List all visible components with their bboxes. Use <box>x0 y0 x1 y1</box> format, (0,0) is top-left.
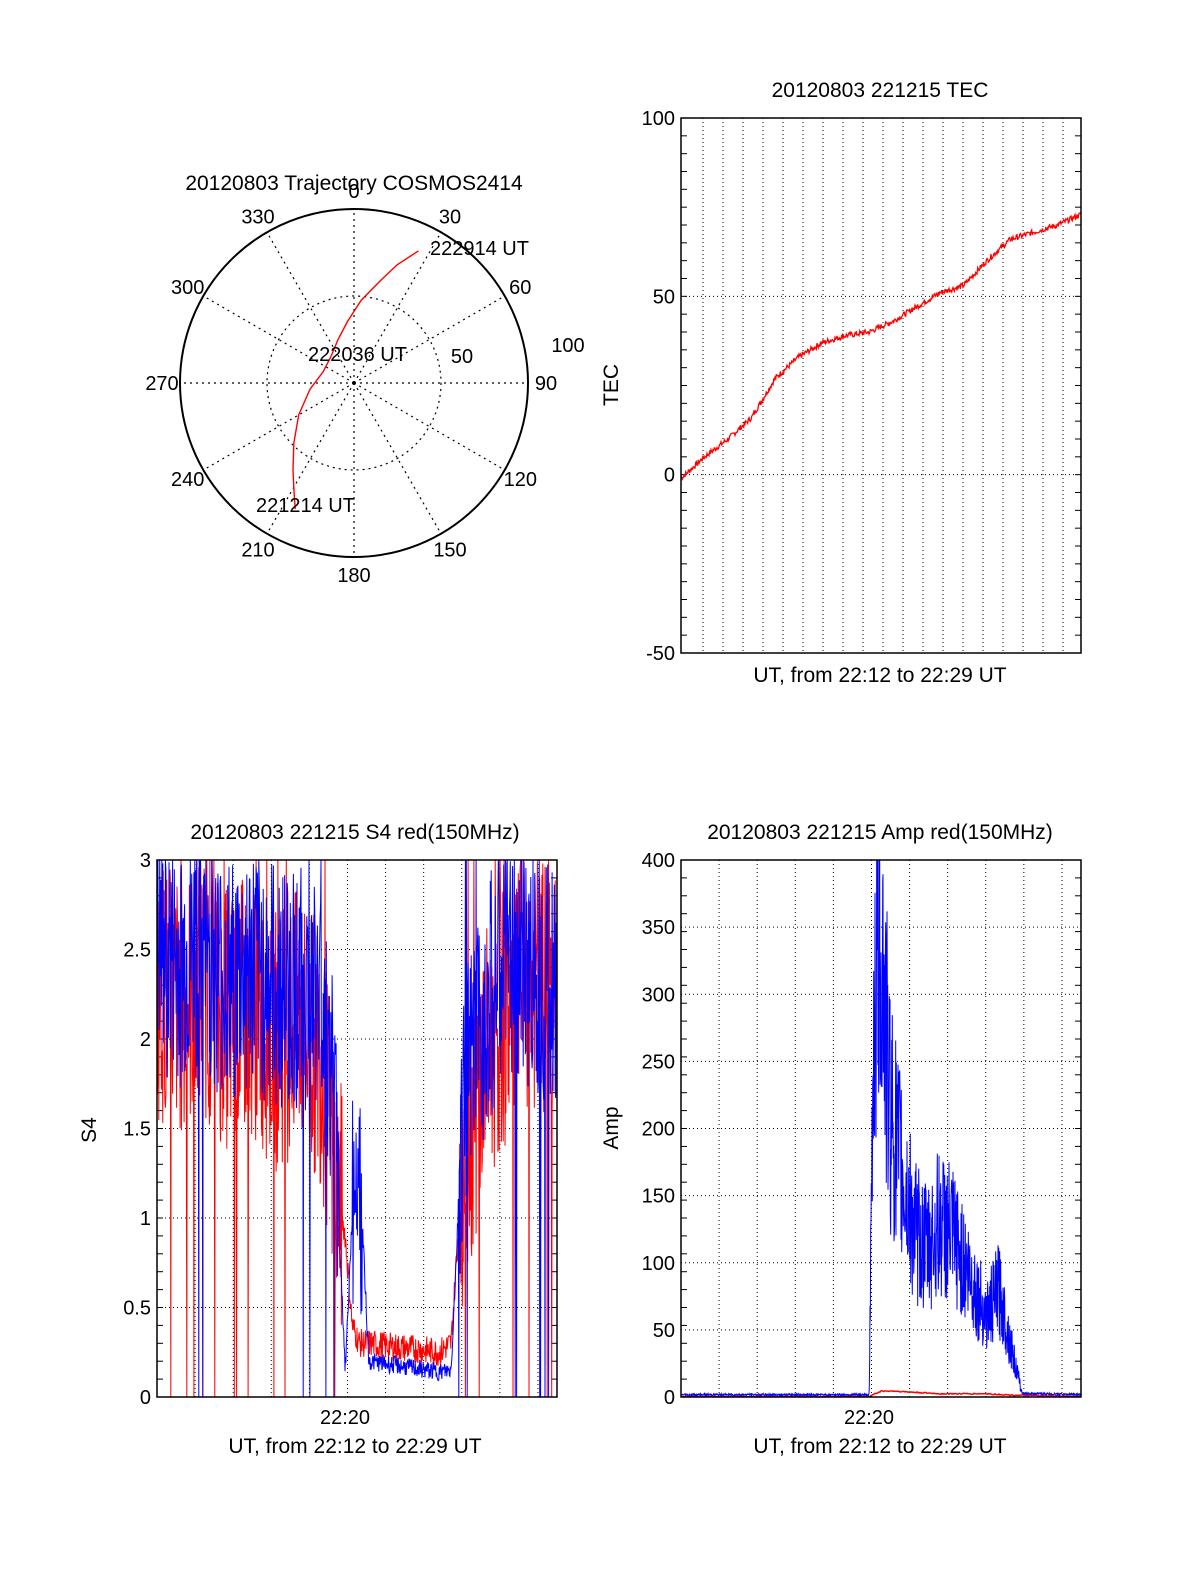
amp-blue-series <box>680 859 1082 1398</box>
polar-azimuth-label-300: 300 <box>171 277 204 299</box>
tec-grid <box>681 117 1081 654</box>
polar-spoke-210 <box>266 382 355 534</box>
tec-y-axis-label: TEC <box>600 364 623 406</box>
polar-azimuth-labels: 0 30 60 90 120 150 180 210 240 270 300 330 <box>145 181 557 587</box>
y-tick-label: 0.5 <box>123 1298 151 1320</box>
tec-x-axis-label: UT, from 22:12 to 22:29 UT <box>753 664 1006 687</box>
y-tick-label: 3 <box>140 850 151 872</box>
polar-outer-circle <box>179 208 529 558</box>
y-tick-label: 1.5 <box>123 1119 151 1141</box>
polar-spoke-150 <box>353 382 442 534</box>
amp-panel: 20120803 221215 Amp red(150MHz) 0 50 100 15… <box>600 821 1082 1458</box>
y-tick-label: 50 <box>653 286 675 308</box>
polar-azimuth-label-150: 150 <box>433 539 466 561</box>
y-tick-label: 150 <box>642 1186 675 1208</box>
s4-y-axis-label: S4 <box>78 1117 101 1143</box>
amp-y-ticks: 0 50 100 150 200 250 300 350 400 <box>642 850 675 1409</box>
polar-title: 20120803 Trajectory COSMOS2414 <box>185 172 523 195</box>
y-tick-label: 400 <box>642 850 675 872</box>
amp-plot-frame <box>680 859 1082 1398</box>
amp-x-axis-label: UT, from 22:12 to 22:29 UT <box>753 1435 1006 1458</box>
y-tick-label: 2.5 <box>123 940 151 962</box>
y-tick-label: 100 <box>642 1253 675 1275</box>
polar-spoke-240 <box>203 382 355 471</box>
polar-azimuth-label-0: 0 <box>348 181 359 203</box>
polar-spokes <box>180 209 528 557</box>
tec-y-ticks: -50 0 50 100 <box>642 108 675 665</box>
y-tick-label: -50 <box>646 643 675 665</box>
amp-grid <box>681 859 1081 1398</box>
y-tick-label: 50 <box>653 1320 675 1342</box>
polar-azimuth-label-210: 210 <box>241 539 274 561</box>
polar-azimuth-label-90: 90 <box>535 373 557 395</box>
y-tick-label: 2 <box>140 1029 151 1051</box>
polar-annotation-end: 222914 UT <box>430 238 529 260</box>
polar-panel: 20120803 Trajectory COSMOS2414 0 30 60 90 12… <box>145 172 584 587</box>
s4-title: 20120803 221215 S4 red(150MHz) <box>190 821 519 844</box>
y-tick-label: 100 <box>642 108 675 130</box>
s4-blue-series <box>156 859 558 1398</box>
polar-annotation-mid: 222036 UT <box>308 344 407 366</box>
amp-title: 20120803 221215 Amp red(150MHz) <box>707 821 1053 844</box>
polar-spoke-300 <box>203 295 355 384</box>
y-tick-label: 0 <box>140 1387 151 1409</box>
s4-x-tick-label: 22:20 <box>320 1407 370 1429</box>
polar-radial-label-100: 100 <box>551 335 584 357</box>
polar-azimuth-label-60: 60 <box>509 277 531 299</box>
polar-azimuth-label-180: 180 <box>337 565 370 587</box>
y-tick-label: 300 <box>642 984 675 1006</box>
y-tick-label: 0 <box>664 1387 675 1409</box>
polar-annotation-start: 221214 UT <box>256 495 355 517</box>
amp-y-axis-label: Amp <box>600 1106 623 1149</box>
y-tick-label: 350 <box>642 917 675 939</box>
tec-panel: 20120803 221215 TEC -50 0 50 100 TEC UT, fr… <box>600 79 1082 687</box>
polar-radial-label-50: 50 <box>451 346 473 368</box>
amp-x-tick-label: 22:20 <box>844 1407 894 1429</box>
y-tick-label: 250 <box>642 1051 675 1073</box>
polar-spoke-330 <box>266 232 355 384</box>
polar-azimuth-label-240: 240 <box>171 469 204 491</box>
tec-plot-frame <box>680 117 1082 654</box>
s4-plot-frame <box>156 859 558 1398</box>
polar-inner-circle <box>266 295 442 471</box>
s4-panel: 20120803 221215 S4 red(150MHz) 0 0.5 1 1.5 2… <box>78 821 558 1458</box>
s4-x-axis-label: UT, from 22:12 to 22:29 UT <box>228 1435 481 1458</box>
tec-title: 20120803 221215 TEC <box>772 79 989 102</box>
y-tick-label: 1 <box>140 1208 151 1230</box>
polar-azimuth-label-270: 270 <box>145 373 178 395</box>
polar-azimuth-label-330: 330 <box>241 207 274 229</box>
polar-spoke-120 <box>353 382 505 471</box>
polar-azimuth-label-30: 30 <box>439 207 461 229</box>
tec-series-line <box>680 212 1082 481</box>
y-tick-label: 0 <box>664 465 675 487</box>
s4-y-ticks: 0 0.5 1 1.5 2 2.5 3 <box>123 850 151 1409</box>
polar-azimuth-label-120: 120 <box>504 469 537 491</box>
y-tick-label: 200 <box>642 1119 675 1141</box>
polar-spoke-60 <box>353 295 505 384</box>
polar-trajectory-line <box>292 250 419 510</box>
polar-spoke-30 <box>353 232 442 384</box>
